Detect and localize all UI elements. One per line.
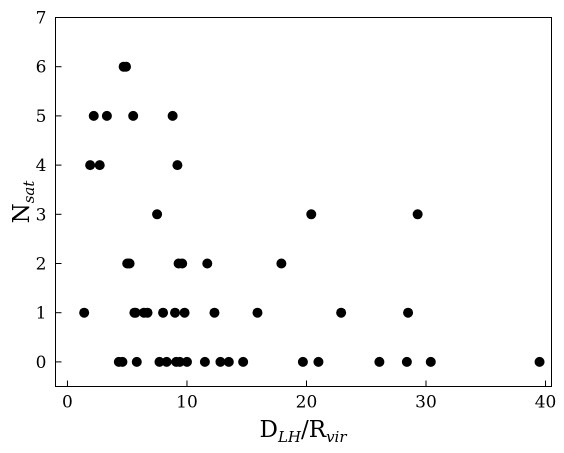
data-point [252,307,263,318]
ticks-layer: 0 10 20 30 40 0 1 2 3 4 5 6 7 [36,9,557,413]
data-point [158,307,169,318]
data-point [154,356,165,367]
data-point [202,258,213,269]
plot-frame [55,17,552,387]
x-tick-label: 10 [176,393,198,413]
data-point [534,356,545,367]
y-tick-label: 3 [36,205,47,225]
data-point [336,307,347,318]
data-point [403,307,414,318]
data-point [276,258,287,269]
data-point [152,209,163,220]
data-point [177,258,188,269]
data-point [88,110,99,121]
y-tick-label: 5 [36,107,47,127]
data-point [79,307,90,318]
y-tick-label: 4 [36,156,47,176]
data-point [85,160,96,171]
data-point [121,61,132,72]
data-point [101,110,112,121]
data-point [117,356,128,367]
x-tick-label: 30 [415,393,437,413]
x-tick-label: 0 [62,393,73,413]
data-point [215,356,226,367]
x-axis-title: DLH/Rvir [259,417,347,446]
y-tick-label: 6 [36,58,47,78]
data-point [124,258,135,269]
data-point [313,356,324,367]
x-axis-title-sub2: vir [326,428,347,446]
data-point [167,110,178,121]
x-axis-title-slash: /R [301,417,327,443]
data-point [174,356,185,367]
x-tick-label: 20 [296,393,318,413]
data-point [130,307,141,318]
data-point [170,307,181,318]
data-point [297,356,308,367]
data-point [223,356,234,367]
data-point [238,356,249,367]
y-tick-label: 1 [36,304,47,324]
data-point [128,110,139,121]
y-axis-title-base: N [9,203,35,223]
y-axis-title: Nsat [9,180,38,224]
y-tick-label: 7 [36,9,47,29]
data-point [181,356,192,367]
data-point [142,307,153,318]
points-layer [79,61,545,367]
data-point [209,307,220,318]
x-tick-label: 40 [535,393,557,413]
data-point [374,356,385,367]
data-point [161,356,172,367]
data-point [179,307,190,318]
y-axis-title-sub: sat [20,180,38,204]
data-point [425,356,436,367]
data-point [199,356,210,367]
data-point [401,356,412,367]
data-point [131,356,142,367]
data-point [412,209,423,220]
x-axis-title-base: D [259,417,277,443]
y-tick-label: 0 [36,353,47,373]
data-point [306,209,317,220]
y-tick-label: 2 [36,255,47,275]
data-point [172,160,183,171]
x-axis-title-sub: LH [277,428,302,446]
data-point [94,160,105,171]
